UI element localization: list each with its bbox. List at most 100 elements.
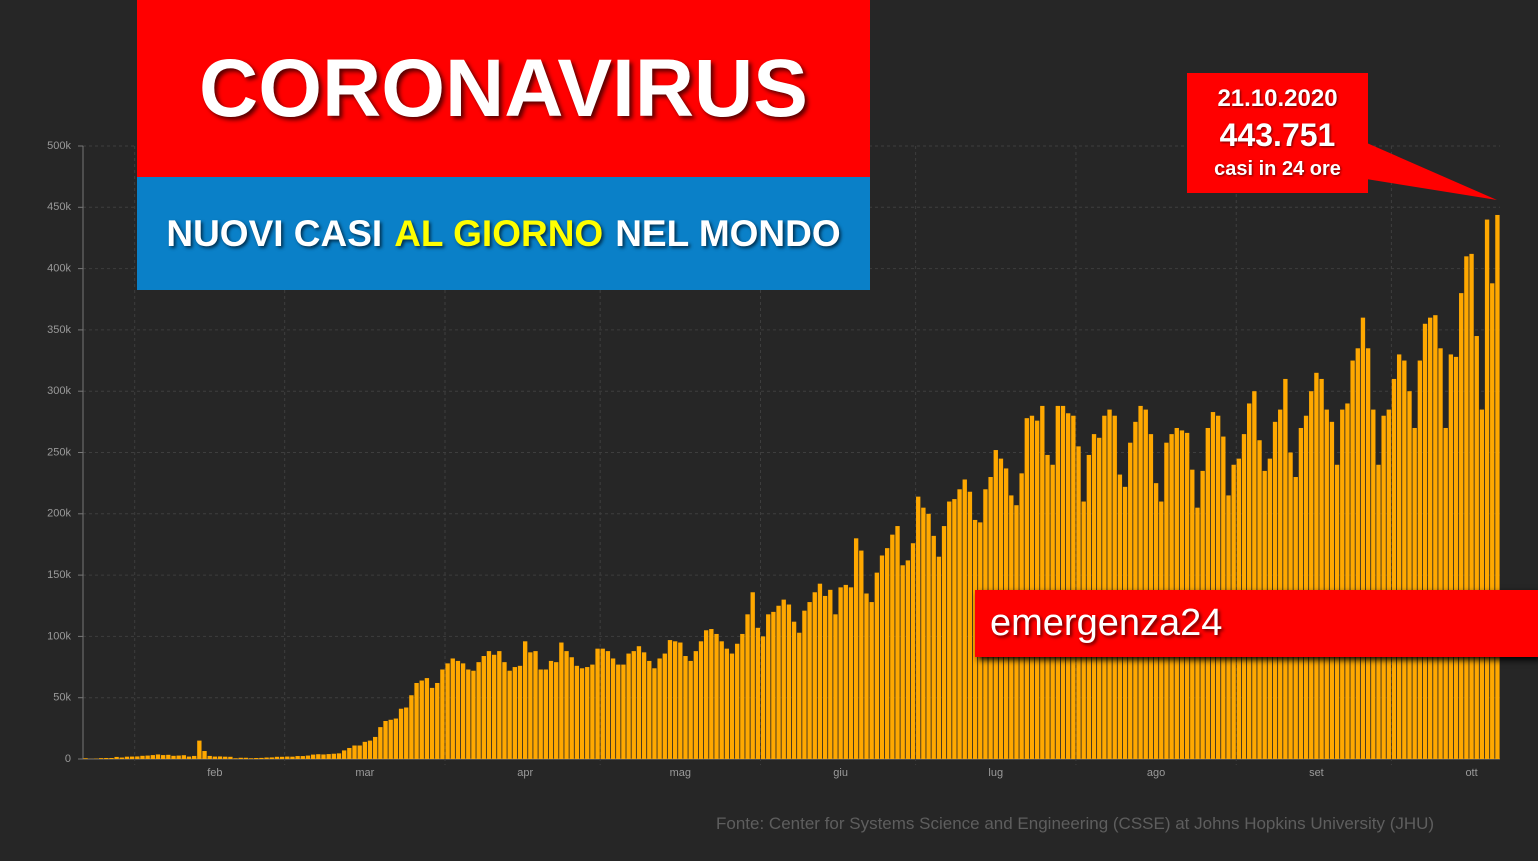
bar <box>326 754 331 759</box>
bar <box>574 665 580 759</box>
bar <box>217 756 223 759</box>
bar <box>150 755 155 759</box>
bar <box>569 657 574 759</box>
bar <box>548 660 554 759</box>
bar <box>683 656 688 759</box>
subtitle: NUOVI CASI <box>166 212 383 254</box>
bar <box>466 669 471 759</box>
bar <box>331 753 336 759</box>
y-tick-label: 0 <box>65 753 71 765</box>
bar <box>1464 256 1469 759</box>
bar <box>776 605 781 759</box>
bar <box>672 641 678 759</box>
bar <box>1448 354 1454 759</box>
bar <box>491 654 497 759</box>
bar <box>626 653 631 759</box>
bar <box>740 633 745 759</box>
bar <box>714 633 719 759</box>
bar <box>921 507 926 759</box>
bar <box>797 632 802 759</box>
bar <box>781 599 786 759</box>
bar <box>202 751 207 759</box>
bar <box>1438 348 1443 759</box>
bar <box>1350 360 1355 759</box>
bar <box>755 627 761 759</box>
bar <box>595 648 600 759</box>
bar <box>264 757 269 759</box>
bar <box>409 695 414 759</box>
y-tick-label: 50k <box>53 692 71 704</box>
bar <box>678 642 683 759</box>
x-tick-label: set <box>1309 767 1324 779</box>
bar <box>274 756 280 759</box>
bar <box>931 535 936 759</box>
bar <box>512 667 517 759</box>
bar <box>1247 403 1252 759</box>
y-tick-label: 450k <box>47 201 71 213</box>
bar <box>528 652 533 759</box>
bar <box>533 651 538 759</box>
y-tick-label: 300k <box>47 385 71 397</box>
y-tick-label: 200k <box>47 508 71 520</box>
bar <box>435 682 440 759</box>
bar <box>719 641 724 759</box>
bar <box>1040 405 1045 759</box>
y-tick-label: 150k <box>47 569 71 581</box>
bar <box>279 756 285 759</box>
bar <box>745 614 750 759</box>
bar <box>1484 219 1490 759</box>
bar <box>295 756 300 759</box>
bar <box>724 648 730 759</box>
subtitle-highlight: AL GIORNO <box>394 212 604 254</box>
bar <box>517 665 523 759</box>
bar <box>1433 315 1438 759</box>
bar <box>1071 415 1076 759</box>
bar <box>367 740 373 759</box>
bar <box>1459 293 1464 759</box>
bar <box>848 587 854 759</box>
bar <box>1324 409 1329 759</box>
bar <box>709 629 714 759</box>
bar <box>1034 420 1040 759</box>
bar <box>1340 409 1345 759</box>
bar <box>1407 391 1412 759</box>
subtitle-box: NUOVI CASI AL GIORNO NEL MONDO <box>137 177 870 290</box>
bar <box>1371 409 1376 759</box>
bar <box>207 755 212 759</box>
bar <box>393 718 399 759</box>
bar <box>585 667 590 759</box>
bar <box>652 668 657 759</box>
bar <box>869 602 874 759</box>
callout-pointer <box>1360 140 1497 200</box>
bar <box>424 678 430 759</box>
bar <box>243 757 249 759</box>
bar <box>383 720 388 759</box>
bar <box>455 660 461 759</box>
bar <box>140 755 145 759</box>
bar <box>838 587 843 759</box>
bar <box>373 736 378 759</box>
bar <box>771 611 776 759</box>
bar <box>1417 360 1423 759</box>
bar <box>564 651 569 759</box>
bar <box>1402 360 1407 759</box>
x-tick-label: mag <box>670 767 691 779</box>
bar <box>471 670 476 759</box>
bar <box>398 708 404 759</box>
bar <box>579 668 585 759</box>
bar <box>83 758 88 759</box>
bar <box>735 643 740 759</box>
bar <box>362 741 368 759</box>
bar <box>481 656 486 759</box>
bar <box>1474 336 1479 759</box>
bar <box>197 740 202 759</box>
bar <box>543 669 549 759</box>
bar <box>947 501 952 759</box>
bar <box>1138 405 1143 759</box>
x-tick-label: mar <box>355 767 374 779</box>
subtitle: NEL MONDO <box>615 212 841 254</box>
bar <box>729 653 735 759</box>
y-tick-label: 350k <box>47 324 71 336</box>
annotation: 21.10.2020 443.751 casi in 24 ore <box>1187 73 1368 193</box>
